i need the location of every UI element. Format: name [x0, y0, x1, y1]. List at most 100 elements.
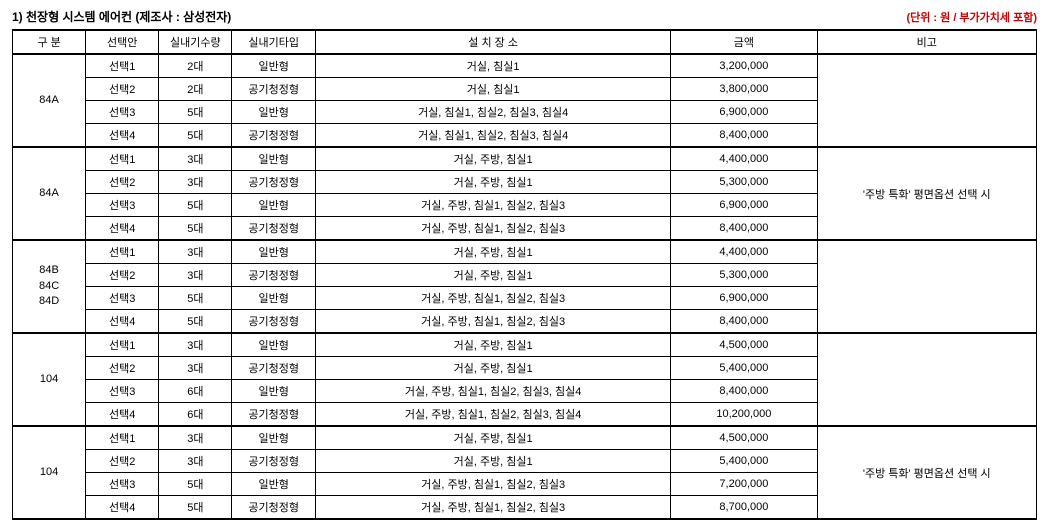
- cell-gubun: 84A: [13, 54, 86, 147]
- cell-option: 선택4: [86, 124, 159, 148]
- cell-type: 공기청정형: [232, 357, 316, 380]
- cell-place: 거실, 주방, 침실1, 침실2, 침실3: [316, 194, 671, 217]
- cell-place: 거실, 주방, 침실1, 침실2, 침실3, 침실4: [316, 403, 671, 427]
- cell-amount: 6,900,000: [671, 287, 817, 310]
- cell-place: 거실, 주방, 침실1, 침실2, 침실3, 침실4: [316, 380, 671, 403]
- cell-qty: 3대: [159, 333, 232, 357]
- cell-type: 일반형: [232, 333, 316, 357]
- cell-place: 거실, 주방, 침실1: [316, 171, 671, 194]
- cell-type: 공기청정형: [232, 124, 316, 148]
- cell-type: 공기청정형: [232, 217, 316, 241]
- cell-gubun: 104: [13, 333, 86, 426]
- table-row: 84A선택12대일반형거실, 침실13,200,000: [13, 54, 1037, 78]
- cell-amount: 4,400,000: [671, 240, 817, 264]
- cell-option: 선택2: [86, 357, 159, 380]
- cell-qty: 3대: [159, 264, 232, 287]
- cell-option: 선택3: [86, 380, 159, 403]
- cell-amount: 4,500,000: [671, 333, 817, 357]
- cell-qty: 3대: [159, 147, 232, 171]
- cell-amount: 4,400,000: [671, 147, 817, 171]
- cell-qty: 3대: [159, 426, 232, 450]
- cell-amount: 4,500,000: [671, 426, 817, 450]
- cell-amount: 5,400,000: [671, 450, 817, 473]
- table-row: 104선택13대일반형거실, 주방, 침실14,500,000'주방 특화' 평…: [13, 426, 1037, 450]
- cell-place: 거실, 주방, 침실1, 침실2, 침실3: [316, 217, 671, 241]
- cell-qty: 2대: [159, 78, 232, 101]
- cell-type: 일반형: [232, 240, 316, 264]
- cell-gubun: 84B84C84D: [13, 240, 86, 333]
- cell-option: 선택2: [86, 450, 159, 473]
- cell-option: 선택1: [86, 54, 159, 78]
- cell-qty: 6대: [159, 380, 232, 403]
- cell-place: 거실, 침실1: [316, 78, 671, 101]
- cell-type: 공기청정형: [232, 496, 316, 520]
- cell-type: 일반형: [232, 473, 316, 496]
- cell-gubun: 84A: [13, 147, 86, 240]
- cell-qty: 3대: [159, 240, 232, 264]
- cell-option: 선택3: [86, 287, 159, 310]
- cell-place: 거실, 주방, 침실1: [316, 357, 671, 380]
- col-type: 실내기타입: [232, 30, 316, 54]
- cell-qty: 5대: [159, 496, 232, 520]
- cell-option: 선택2: [86, 171, 159, 194]
- cell-place: 거실, 주방, 침실1, 침실2, 침실3: [316, 473, 671, 496]
- cell-place: 거실, 주방, 침실1: [316, 333, 671, 357]
- cell-type: 공기청정형: [232, 171, 316, 194]
- cell-option: 선택1: [86, 240, 159, 264]
- page-title: 1) 천장형 시스템 에어컨 (제조사 : 삼성전자): [12, 8, 231, 25]
- cell-place: 거실, 주방, 침실1, 침실2, 침실3: [316, 310, 671, 334]
- cell-amount: 6,900,000: [671, 101, 817, 124]
- cell-remark: '주방 특화' 평면옵션 선택 시: [817, 147, 1036, 240]
- unit-note: (단위 : 원 / 부가가치세 포함): [906, 9, 1037, 25]
- cell-option: 선택2: [86, 264, 159, 287]
- cell-type: 일반형: [232, 380, 316, 403]
- table-row: 84B84C84D선택13대일반형거실, 주방, 침실14,400,000: [13, 240, 1037, 264]
- cell-place: 거실, 주방, 침실1, 침실2, 침실3: [316, 496, 671, 520]
- cell-type: 일반형: [232, 54, 316, 78]
- cell-amount: 10,200,000: [671, 403, 817, 427]
- cell-option: 선택4: [86, 496, 159, 520]
- pricing-table: 구 분 선택안 실내기수량 실내기타입 설 치 장 소 금액 비고 84A선택1…: [12, 29, 1037, 520]
- cell-type: 일반형: [232, 194, 316, 217]
- cell-qty: 5대: [159, 101, 232, 124]
- cell-place: 거실, 주방, 침실1: [316, 450, 671, 473]
- cell-qty: 5대: [159, 124, 232, 148]
- col-amount: 금액: [671, 30, 817, 54]
- cell-qty: 6대: [159, 403, 232, 427]
- cell-amount: 5,300,000: [671, 171, 817, 194]
- cell-place: 거실, 침실1, 침실2, 침실3, 침실4: [316, 101, 671, 124]
- cell-option: 선택1: [86, 147, 159, 171]
- cell-amount: 3,800,000: [671, 78, 817, 101]
- cell-amount: 3,200,000: [671, 54, 817, 78]
- cell-place: 거실, 주방, 침실1: [316, 426, 671, 450]
- table-row: 104선택13대일반형거실, 주방, 침실14,500,000: [13, 333, 1037, 357]
- cell-type: 일반형: [232, 426, 316, 450]
- cell-option: 선택3: [86, 101, 159, 124]
- table-row: 84A선택13대일반형거실, 주방, 침실14,400,000'주방 특화' 평…: [13, 147, 1037, 171]
- cell-qty: 3대: [159, 357, 232, 380]
- table-body: 84A선택12대일반형거실, 침실13,200,000선택22대공기청정형거실,…: [13, 54, 1037, 519]
- cell-place: 거실, 주방, 침실1: [316, 147, 671, 171]
- table-header-row: 구 분 선택안 실내기수량 실내기타입 설 치 장 소 금액 비고: [13, 30, 1037, 54]
- col-option: 선택안: [86, 30, 159, 54]
- col-remark: 비고: [817, 30, 1036, 54]
- cell-type: 공기청정형: [232, 78, 316, 101]
- cell-amount: 5,300,000: [671, 264, 817, 287]
- cell-gubun: 104: [13, 426, 86, 519]
- cell-qty: 5대: [159, 194, 232, 217]
- cell-type: 일반형: [232, 101, 316, 124]
- cell-amount: 8,400,000: [671, 310, 817, 334]
- cell-remark: [817, 54, 1036, 147]
- cell-option: 선택2: [86, 78, 159, 101]
- cell-qty: 5대: [159, 217, 232, 241]
- cell-type: 일반형: [232, 147, 316, 171]
- header-row: 1) 천장형 시스템 에어컨 (제조사 : 삼성전자) (단위 : 원 / 부가…: [12, 8, 1037, 25]
- cell-amount: 6,900,000: [671, 194, 817, 217]
- cell-option: 선택3: [86, 473, 159, 496]
- cell-option: 선택1: [86, 426, 159, 450]
- cell-qty: 3대: [159, 171, 232, 194]
- cell-qty: 3대: [159, 450, 232, 473]
- cell-place: 거실, 침실1: [316, 54, 671, 78]
- cell-place: 거실, 침실1, 침실2, 침실3, 침실4: [316, 124, 671, 148]
- cell-amount: 8,400,000: [671, 124, 817, 148]
